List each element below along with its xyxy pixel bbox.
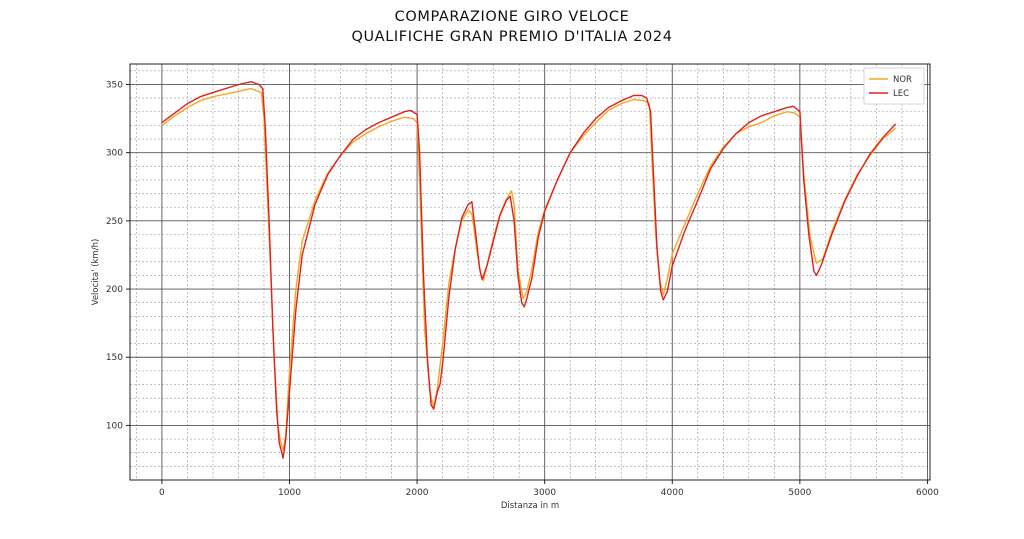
series-line-lec [161,81,897,459]
x-tick-label: 4000 [661,488,684,498]
y-tick-label: 350 [106,80,123,90]
legend: NOR LEC [863,67,925,105]
legend-box [863,67,925,105]
y-tick-label: 200 [106,285,123,295]
y-axis-ticks: 100 150 200 250 300 350 [106,80,130,431]
x-tick-label: 5000 [788,488,811,498]
series-lines [161,81,897,459]
x-axis-label: Distanza in m [501,501,559,511]
x-tick-label: 0 [159,488,165,498]
legend-label-nor: NOR [893,75,912,85]
y-tick-label: 250 [106,217,123,227]
x-tick-label: 1000 [278,488,301,498]
x-tick-label: 2000 [406,488,429,498]
plot-frame [129,63,931,481]
legend-label-lec: LEC [893,89,909,99]
y-tick-label: 150 [106,353,123,363]
y-axis-label: Velocita' (km/h) [91,239,101,306]
minor-grid [130,64,930,481]
x-tick-label: 3000 [533,488,556,498]
series-line-nor [161,87,897,451]
chart-title: COMPARAZIONE GIRO VELOCE [394,9,630,25]
y-tick-label: 300 [106,149,123,159]
x-tick-label: 6000 [916,488,939,498]
x-axis-ticks: 0 1000 2000 3000 4000 5000 6000 [159,480,939,498]
y-tick-label: 100 [106,421,123,431]
chart-subtitle: QUALIFICHE GRAN PREMIO D'ITALIA 2024 [351,29,673,45]
major-grid [130,64,930,480]
